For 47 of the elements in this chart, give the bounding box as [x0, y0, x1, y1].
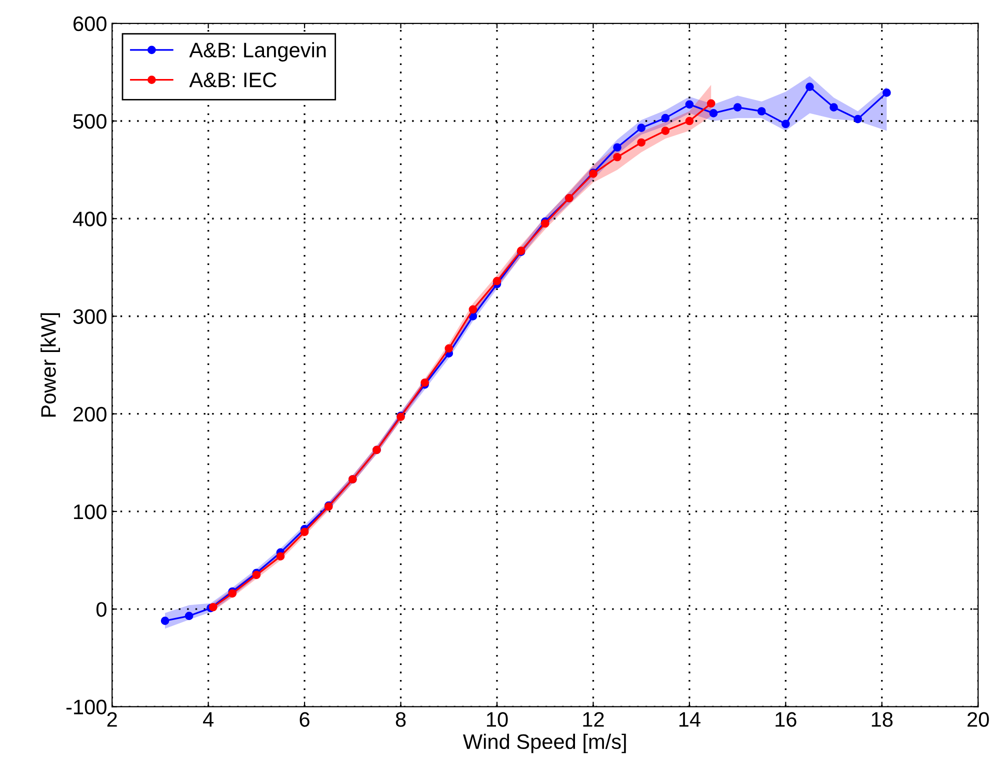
point: [276, 552, 285, 561]
point: [613, 143, 622, 152]
point: [300, 528, 309, 536]
y-tick-label: 200: [74, 406, 106, 422]
y-axis-title: Power [kW]: [40, 313, 60, 417]
legend-label: A&B: Langevin: [189, 42, 326, 62]
point: [160, 616, 170, 625]
point: [709, 109, 718, 118]
point: [637, 138, 646, 147]
point: [781, 120, 790, 128]
point: [492, 276, 502, 286]
point: [882, 88, 891, 97]
x-tick-label: 6: [300, 712, 310, 727]
legend-label: A&B: IEC: [189, 72, 276, 88]
y-tick-label: 100: [74, 504, 106, 520]
x-tick-label: 18: [872, 712, 893, 727]
point: [733, 103, 742, 112]
point: [444, 344, 454, 353]
point: [184, 612, 194, 620]
point: [613, 152, 622, 162]
x-tick-label: 10: [486, 712, 508, 727]
y-tick-label: -100: [66, 700, 106, 714]
y-tick-label: 300: [73, 309, 106, 324]
point: [706, 99, 716, 108]
point: [637, 124, 646, 132]
y-tick-label: 600: [74, 16, 106, 32]
x-tick-label: 12: [583, 712, 604, 727]
point: [806, 82, 814, 92]
x-tick-label: 14: [679, 712, 700, 727]
point: [757, 107, 766, 116]
x-tick-label: 4: [203, 712, 214, 727]
point: [685, 100, 694, 109]
point: [854, 114, 862, 124]
x-tick-label: 2: [107, 712, 117, 727]
point: [468, 305, 478, 314]
y-tick-label: 400: [72, 212, 106, 226]
point: [661, 114, 670, 122]
y-tick-label: 500: [73, 114, 106, 129]
x-tick-label: 20: [968, 712, 989, 727]
y-tick-label: 0: [96, 602, 106, 617]
x-tick-label: 16: [776, 712, 796, 727]
point: [208, 602, 218, 612]
x-tick-label: 8: [396, 712, 406, 727]
point: [661, 126, 670, 135]
point: [685, 116, 694, 126]
x-axis-title: Wind Speed [m/s]: [462, 734, 626, 754]
point: [830, 103, 838, 112]
